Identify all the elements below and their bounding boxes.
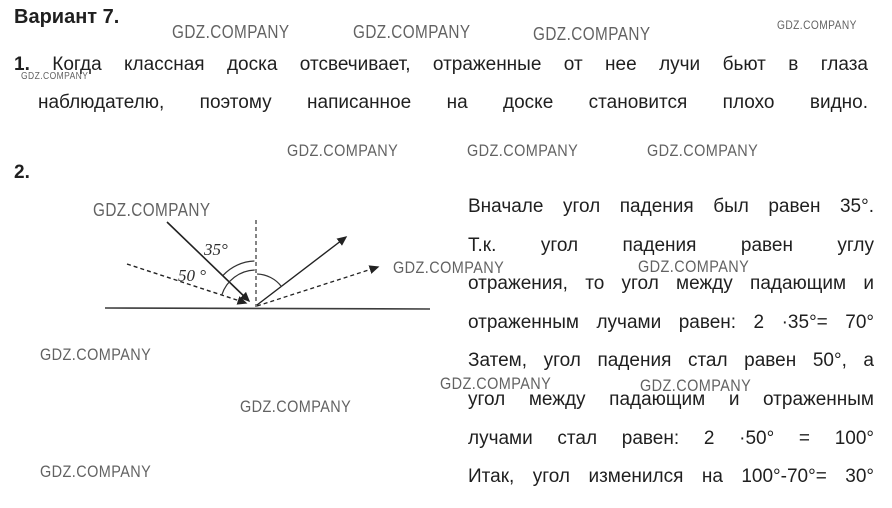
solution-line: отраженным лучами равен: 2 ·35°= 70° xyxy=(468,311,874,333)
watermark: GDZ.COMPANY xyxy=(647,141,759,160)
watermark: GDZ.COMPANY xyxy=(240,397,352,416)
reflected-ray-35 xyxy=(256,236,348,306)
watermark: GDZ.COMPANY xyxy=(777,18,857,32)
angle-label-50: 50 ° xyxy=(178,266,206,285)
problem1-number: 1. xyxy=(14,54,30,75)
solution-line: Т.к. угол падения равен углу xyxy=(468,234,874,256)
watermark: GDZ.COMPANY xyxy=(393,258,505,277)
watermark: GDZ.COMPANY xyxy=(93,200,211,220)
watermark: GDZ.COMPANY xyxy=(467,141,579,160)
solution-line: Вначале угол падения был равен 35°. xyxy=(468,196,874,217)
solution-line: лучами стал равен: 2 ·50° = 100° xyxy=(468,427,874,449)
solution-line: отражения, то угол между падающим и xyxy=(468,273,874,295)
watermark: GDZ.COMPANY xyxy=(172,22,290,42)
watermark: GDZ.COMPANY xyxy=(533,24,651,44)
watermark: GDZ.COMPANY xyxy=(440,374,552,393)
watermark: GDZ.COMPANY xyxy=(287,141,399,160)
problem1-text: 1. Когда классная доска отсвечивает, отр… xyxy=(14,46,868,122)
angle-arc-50 xyxy=(221,269,255,296)
angle-label-35: 35° xyxy=(203,240,228,259)
watermark: GDZ.COMPANY xyxy=(21,71,89,82)
incident-ray-35 xyxy=(166,221,251,303)
angle-arc-reflected xyxy=(257,273,282,287)
angle-arc-35 xyxy=(222,260,255,276)
solution-line: Затем, угол падения стал равен 50°, а xyxy=(468,350,874,372)
reflected-ray-50 xyxy=(256,265,380,307)
watermark: GDZ.COMPANY xyxy=(638,257,750,276)
variant-title: Вариант 7. xyxy=(14,6,120,28)
problem1-line2: наблюдателю, поэтому написанное на доске… xyxy=(38,92,868,113)
watermark: GDZ.COMPANY xyxy=(40,462,152,481)
solution-text: Вначале угол падения был равен 35°. Т.к.… xyxy=(468,188,874,497)
problem1-line1: 1. Когда классная доска отсвечивает, отр… xyxy=(14,46,868,84)
watermark: GDZ.COMPANY xyxy=(353,22,471,42)
watermark: GDZ.COMPANY xyxy=(640,376,752,395)
problem1-line1-text: Когда классная доска отсвечивает, отраже… xyxy=(52,54,869,75)
solution-line: Итак, угол изменился на 100°-70°= 30° xyxy=(468,466,874,488)
watermark: GDZ.COMPANY xyxy=(40,345,152,364)
mirror-surface-line xyxy=(104,307,431,310)
reflection-diagram: 35° 50 ° xyxy=(104,220,431,310)
solution-line: угол между падающим и отраженным xyxy=(468,388,874,410)
problem2-number: 2. xyxy=(14,162,30,183)
